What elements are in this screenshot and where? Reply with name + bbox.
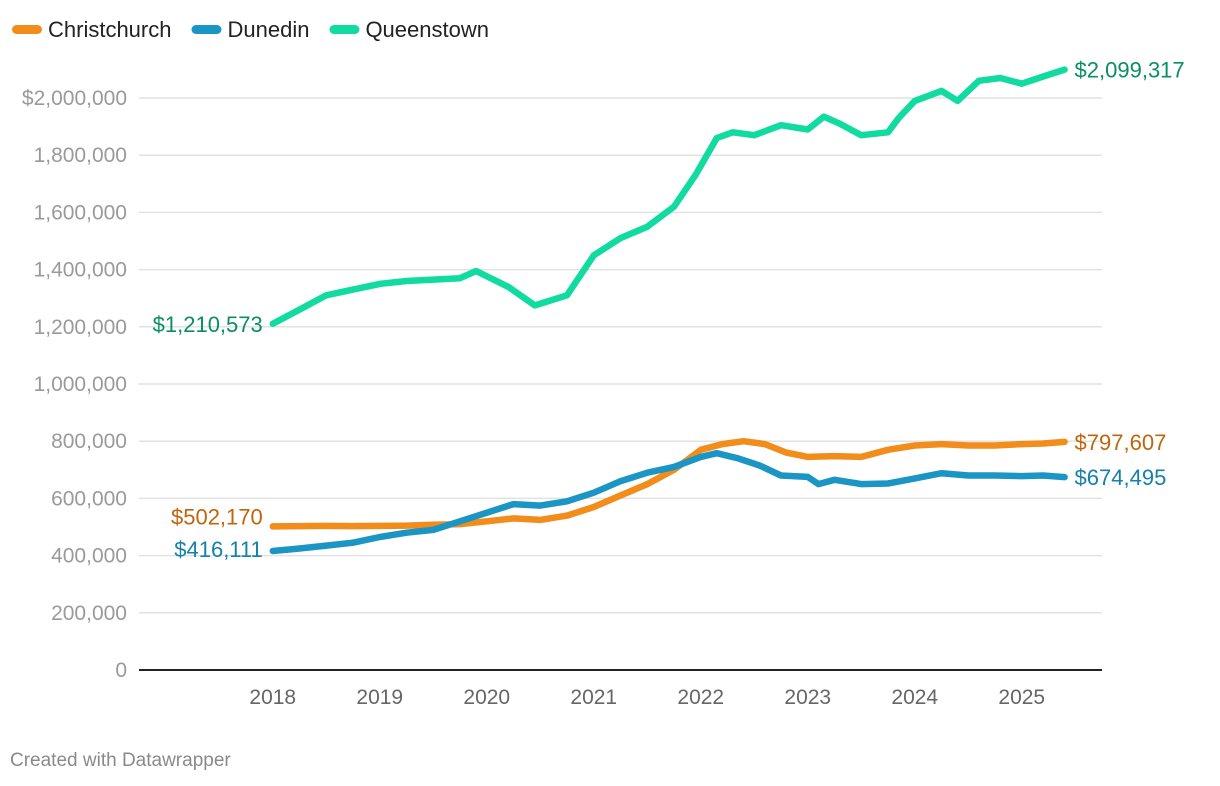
legend-label: Queenstown [365, 17, 489, 42]
end-value-label: $2,099,317 [1075, 58, 1185, 83]
legend-swatch [191, 25, 222, 34]
x-tick-label: 2018 [249, 686, 296, 709]
series-line-queenstown [269, 66, 1068, 328]
y-tick-label: 200,000 [51, 602, 127, 625]
gridlines [139, 97, 1102, 614]
x-tick-label: 2024 [891, 686, 938, 709]
legend-label: Christchurch [48, 17, 171, 42]
y-tick-label: 1,000,000 [34, 373, 127, 396]
legend-label: Dunedin [227, 17, 309, 42]
legend-swatch [329, 25, 360, 34]
series-line-dunedin [269, 449, 1068, 555]
y-tick-label: 400,000 [51, 545, 127, 568]
end-value-label: $797,607 [1075, 430, 1167, 455]
legend-swatch [12, 25, 42, 34]
start-value-label: $416,111 [174, 537, 263, 562]
x-tick-label: 2023 [784, 686, 831, 709]
y-tick-label: 1,400,000 [34, 259, 127, 282]
series-line-christchurch [269, 437, 1068, 530]
x-axis-tick-labels: 2018 2019 2020 2021 2022 2023 2024 2025 [249, 686, 1045, 709]
start-value-label: $502,170 [171, 504, 263, 529]
x-tick-label: 2020 [463, 686, 510, 709]
series-lines [269, 66, 1068, 555]
y-tick-label: $2,000,000 [22, 87, 127, 110]
series-value-labels: $502,170 $797,607 $416,111 $674,495 $1,210,5… [153, 58, 1185, 562]
y-tick-label: 800,000 [51, 430, 127, 453]
y-tick-label: 1,600,000 [34, 201, 127, 224]
y-axis-tick-labels: 0 200,000 400,000 600,000 800,000 1,000,000 1,… [22, 87, 127, 682]
x-tick-label: 2025 [998, 686, 1045, 709]
x-tick-label: 2021 [570, 686, 617, 709]
y-tick-label: 1,200,000 [34, 316, 127, 339]
start-value-label: $1,210,573 [153, 312, 263, 337]
x-tick-label: 2019 [356, 686, 403, 709]
y-tick-label: 600,000 [51, 487, 127, 510]
legend: Christchurch Dunedin Queenstown [12, 17, 489, 42]
x-tick-label: 2022 [677, 686, 724, 709]
credit-text: Created with Datawrapper [10, 750, 231, 771]
end-value-label: $674,495 [1075, 465, 1167, 490]
y-tick-label: 0 [115, 659, 127, 682]
y-tick-label: 1,800,000 [34, 144, 127, 167]
